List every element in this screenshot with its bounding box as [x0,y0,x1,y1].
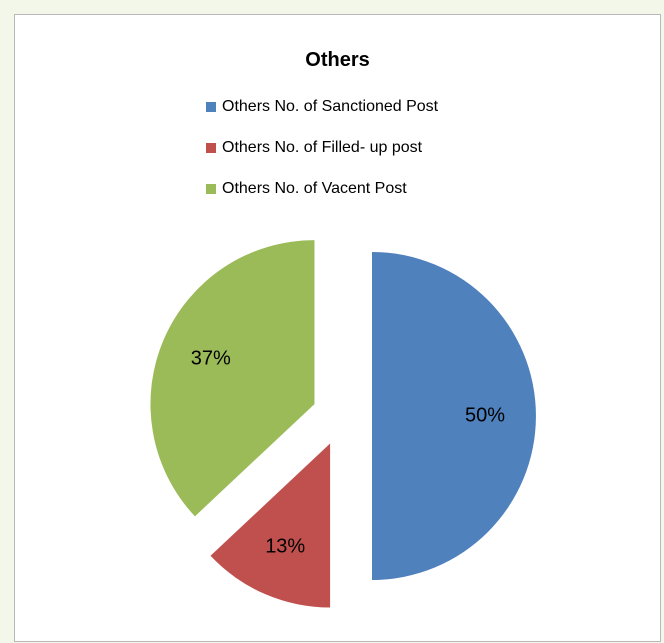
pie-chart: 50% 13% 37% [150,240,536,608]
chart-area: Others Others No. of Sanctioned Post Oth… [14,14,661,642]
legend-label-vacant: Others No. of Vacent Post [222,180,407,197]
legend-swatch-vacant [206,184,216,194]
legend-item-filled: Others No. of Filled- up post [206,134,438,162]
data-label-sanctioned: 50% [465,404,505,426]
pie-slice-sanctioned [372,252,536,580]
legend-item-sanctioned: Others No. of Sanctioned Post [206,93,438,121]
legend-label-sanctioned: Others No. of Sanctioned Post [222,98,439,115]
data-label-vacant: 37% [191,347,231,369]
pie-slice-filled [210,443,331,608]
pie-slice-vacant [150,240,315,517]
data-label-filled: 13% [265,536,305,558]
legend-swatch-sanctioned [206,102,216,112]
legend-label-filled: Others No. of Filled- up post [222,139,423,156]
legend-swatch-filled [206,143,216,153]
legend: Others No. of Sanctioned Post Others No.… [206,93,438,216]
legend-item-vacant: Others No. of Vacent Post [206,175,438,203]
chart-title: Others [305,49,370,71]
